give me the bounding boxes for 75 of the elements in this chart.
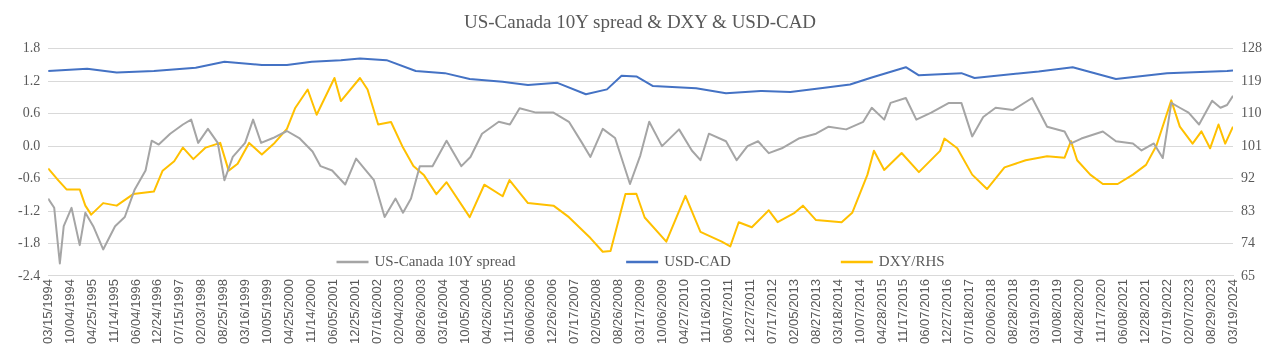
x-tick-label: 11/16/2010 <box>697 278 713 344</box>
legend-label: USD-CAD <box>664 252 731 269</box>
x-tick-label: 12/28/2021 <box>1136 278 1152 345</box>
x-tick-label: 07/17/2007 <box>566 278 582 345</box>
x-tick-label: 04/25/2000 <box>281 278 297 345</box>
x-tick-label: 04/28/2015 <box>873 278 889 345</box>
x-tick-label: 10/08/2019 <box>1049 278 1065 345</box>
x-tick-label: 12/27/2016 <box>939 278 955 345</box>
x-tick-label: 11/17/2020 <box>1092 278 1108 344</box>
x-tick-label: 02/06/2018 <box>983 278 999 345</box>
x-tick-label: 07/15/1997 <box>171 278 187 345</box>
x-tick-label: 03/19/2019 <box>1027 278 1043 345</box>
x-tick-label: 10/05/2004 <box>456 278 472 345</box>
x-tick-label: 08/26/2003 <box>412 278 428 345</box>
x-tick-label: 03/15/1994 <box>39 278 55 345</box>
x-tick-label: 11/14/2000 <box>303 278 319 344</box>
y-tick-label: 0.6 <box>22 105 41 121</box>
y-tick-label: -0.6 <box>17 170 41 186</box>
x-tick-label: 10/04/1994 <box>61 278 77 345</box>
x-tick-label: 04/28/2020 <box>1070 278 1086 345</box>
x-tick-label: 11/15/2005 <box>500 278 516 344</box>
x-tick-label: 03/16/2004 <box>434 278 450 345</box>
x-tick-label: 03/16/1999 <box>237 278 253 345</box>
x-tick-label: 04/25/1995 <box>83 278 99 345</box>
y2-tick-label: 74 <box>1241 235 1255 251</box>
y2-tick-label: 119 <box>1241 72 1262 88</box>
y-tick-label: -1.8 <box>17 235 41 251</box>
legend-label: DXY/RHS <box>878 252 945 269</box>
y-tick-label: -2.4 <box>17 267 41 283</box>
x-tick-label: 11/17/2015 <box>895 278 911 344</box>
chart-title: US-Canada 10Y spread & DXY & USD-CAD <box>463 11 817 33</box>
x-tick-label: 08/25/1998 <box>215 278 231 345</box>
y2-tick-label: 110 <box>1241 105 1262 121</box>
y-tick-label: -1.2 <box>17 202 41 218</box>
y-tick-label: 0.0 <box>22 137 41 153</box>
x-tick-label: 12/24/1996 <box>149 278 165 345</box>
x-tick-label: 10/06/2009 <box>654 278 670 345</box>
y2-tick-label: 128 <box>1241 40 1262 56</box>
y-tick-label: 1.8 <box>22 40 41 56</box>
x-tick-label: 02/07/2023 <box>1180 278 1196 345</box>
x-tick-label: 03/19/2024 <box>1224 278 1240 345</box>
x-tick-label: 04/26/2005 <box>478 278 494 345</box>
x-tick-label: 08/29/2023 <box>1202 278 1218 345</box>
x-tick-label: 06/04/1996 <box>127 278 143 345</box>
x-tick-label: 06/07/2011 <box>719 278 735 344</box>
x-tick-label: 07/19/2022 <box>1158 278 1174 345</box>
x-tick-label: 07/16/2002 <box>368 278 384 345</box>
x-tick-label: 06/06/2006 <box>522 278 538 345</box>
y2-tick-label: 92 <box>1241 170 1255 186</box>
y-tick-label: 1.2 <box>22 72 41 88</box>
x-tick-label: 07/17/2012 <box>763 278 779 345</box>
y2-tick-label: 83 <box>1241 202 1255 218</box>
y2-tick-label: 101 <box>1241 137 1262 153</box>
x-tick-label: 02/05/2013 <box>785 278 801 345</box>
x-tick-label: 06/05/2001 <box>324 278 340 345</box>
legend-label: US-Canada 10Y spread <box>374 252 517 269</box>
x-tick-label: 12/25/2001 <box>346 278 362 345</box>
x-tick-label: 12/27/2011 <box>741 278 757 344</box>
x-tick-label: 07/18/2017 <box>961 278 977 345</box>
x-tick-label: 11/14/1995 <box>105 278 121 344</box>
x-tick-label: 10/05/1999 <box>259 278 275 345</box>
x-tick-label: 02/04/2003 <box>390 278 406 345</box>
x-tick-label: 06/07/2016 <box>917 278 933 345</box>
x-tick-label: 02/05/2008 <box>588 278 604 345</box>
y2-tick-label: 65 <box>1241 267 1255 283</box>
x-tick-label: 04/27/2010 <box>676 278 692 345</box>
x-tick-label: 03/17/2009 <box>632 278 648 345</box>
x-tick-label: 08/26/2008 <box>610 278 626 345</box>
x-tick-label: 08/28/2018 <box>1005 278 1021 345</box>
x-tick-label: 02/03/1998 <box>193 278 209 345</box>
x-tick-label: 10/07/2014 <box>851 278 867 345</box>
x-tick-label: 06/08/2021 <box>1114 278 1130 345</box>
x-tick-label: 12/26/2006 <box>544 278 560 345</box>
x-tick-label: 08/27/2013 <box>807 278 823 345</box>
x-tick-label: 03/18/2014 <box>829 278 845 345</box>
